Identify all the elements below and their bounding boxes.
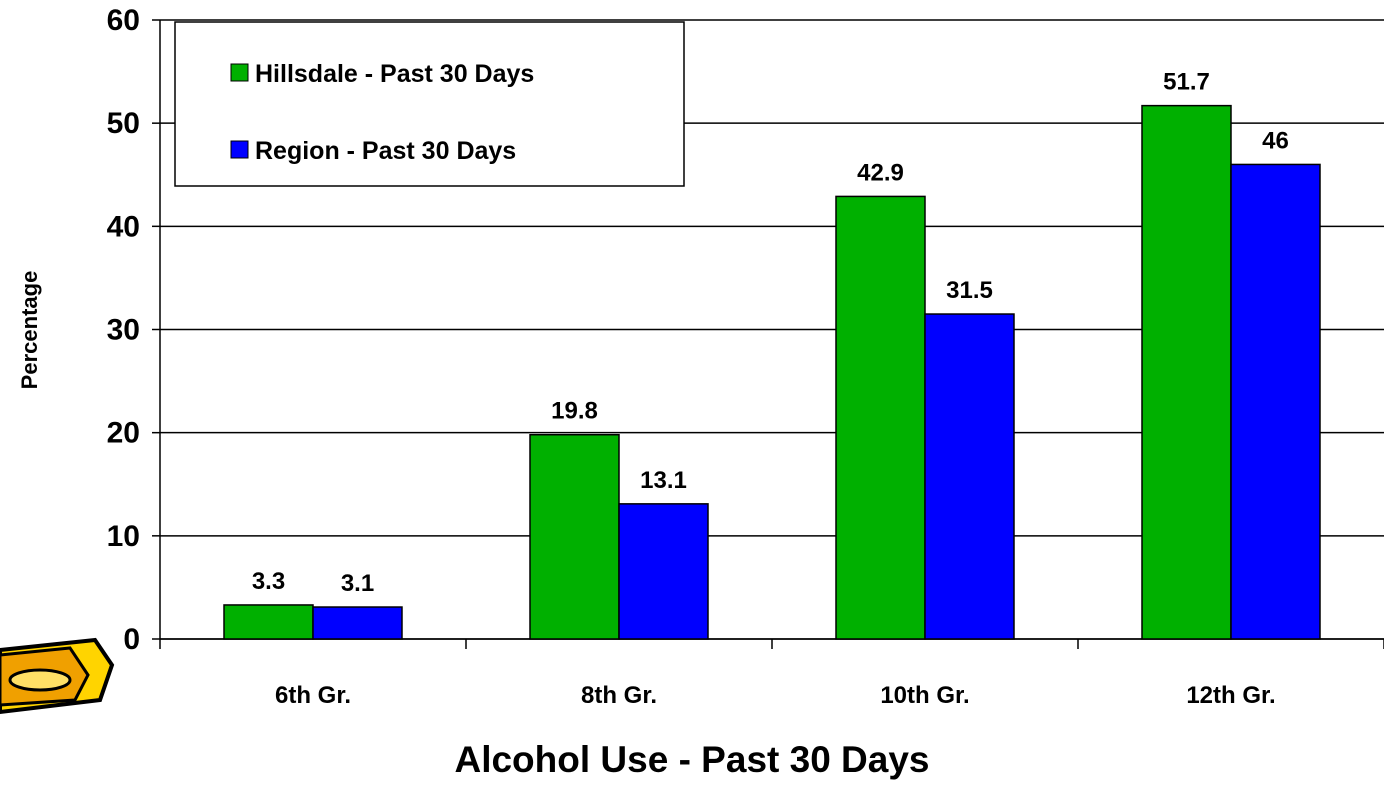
value-label: 42.9 bbox=[857, 159, 904, 186]
chart-title: Alcohol Use - Past 30 Days bbox=[454, 739, 929, 780]
bar bbox=[925, 314, 1014, 639]
x-tick-label: 8th Gr. bbox=[581, 682, 657, 709]
y-tick-label: 20 bbox=[107, 417, 140, 450]
value-label: 31.5 bbox=[946, 277, 993, 304]
legend-swatch bbox=[231, 141, 248, 158]
legend-label: Hillsdale - Past 30 Days bbox=[255, 60, 534, 88]
bar bbox=[1231, 164, 1320, 639]
y-axis-label: Percentage bbox=[17, 271, 42, 390]
value-label: 51.7 bbox=[1163, 69, 1210, 96]
x-tick-label: 6th Gr. bbox=[275, 682, 351, 709]
y-tick-label: 40 bbox=[107, 210, 140, 243]
y-tick-label: 0 bbox=[123, 623, 140, 656]
bar bbox=[224, 605, 313, 639]
legend-label: Region - Past 30 Days bbox=[255, 137, 516, 165]
y-tick-label: 50 bbox=[107, 107, 140, 140]
y-tick-label: 30 bbox=[107, 314, 140, 347]
value-label: 19.8 bbox=[551, 398, 598, 425]
y-tick-label: 60 bbox=[107, 4, 140, 37]
pencil-icon bbox=[0, 640, 112, 712]
x-tick-label: 10th Gr. bbox=[880, 682, 969, 709]
legend-swatch bbox=[231, 64, 248, 81]
bar bbox=[530, 435, 619, 639]
value-label: 13.1 bbox=[640, 467, 687, 494]
value-label: 46 bbox=[1262, 127, 1289, 154]
x-tick-label: 12th Gr. bbox=[1186, 682, 1275, 709]
y-tick-label: 10 bbox=[107, 520, 140, 553]
bar bbox=[619, 504, 708, 639]
value-label: 3.1 bbox=[341, 570, 374, 597]
bar bbox=[1142, 106, 1231, 639]
bar bbox=[313, 607, 402, 639]
bar bbox=[836, 196, 925, 639]
value-label: 3.3 bbox=[252, 568, 285, 595]
page: Alcohol Use - Past 30 Days Percentage 0 1… bbox=[0, 0, 1384, 798]
chart: Alcohol Use - Past 30 Days Percentage 0 1… bbox=[0, 0, 1384, 798]
